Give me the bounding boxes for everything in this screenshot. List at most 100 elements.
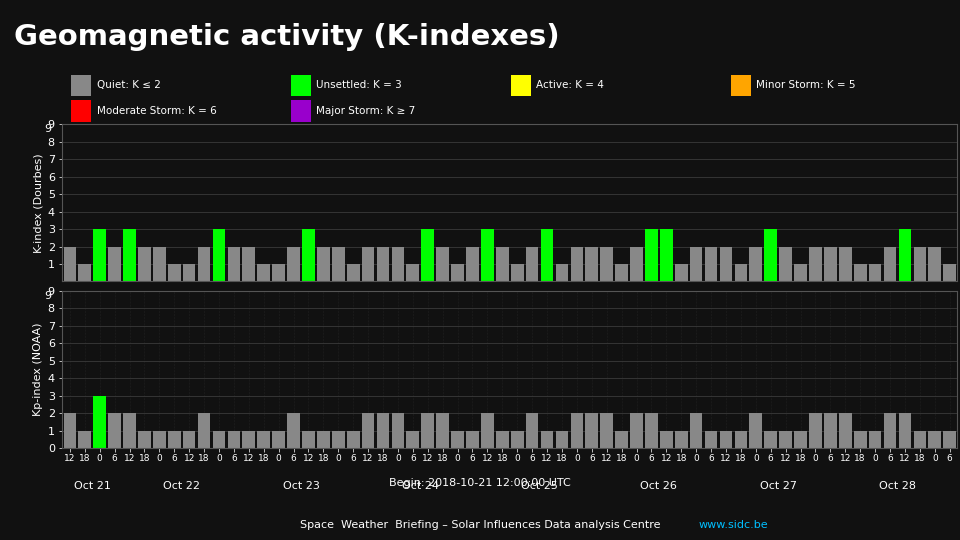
Bar [421, 413, 434, 448]
Bar [928, 247, 941, 281]
Bar [586, 247, 598, 281]
Bar [720, 247, 732, 281]
Bar [615, 264, 628, 281]
Text: Oct 22: Oct 22 [163, 481, 201, 491]
Bar [168, 264, 180, 281]
Bar [317, 431, 329, 448]
Bar [839, 413, 852, 448]
Bar [212, 431, 226, 448]
Bar [182, 264, 196, 281]
Text: www.sidc.be: www.sidc.be [699, 520, 769, 530]
Bar [182, 431, 196, 448]
Bar [780, 247, 792, 281]
Bar [705, 247, 717, 281]
Text: Minor Storm: K = 5: Minor Storm: K = 5 [756, 80, 855, 90]
Bar [71, 100, 91, 122]
Text: Quiet: K ≤ 2: Quiet: K ≤ 2 [97, 80, 160, 90]
Bar [153, 247, 166, 281]
Bar [257, 431, 270, 448]
Bar [496, 431, 509, 448]
Bar [123, 229, 136, 281]
Bar [273, 264, 285, 281]
Bar [332, 431, 345, 448]
Bar [392, 247, 404, 281]
Bar [512, 75, 531, 96]
Bar [615, 431, 628, 448]
Bar [302, 229, 315, 281]
Bar [764, 431, 777, 448]
Bar [690, 413, 703, 448]
Bar [556, 431, 568, 448]
Text: Active: K = 4: Active: K = 4 [537, 80, 604, 90]
Bar [883, 413, 897, 448]
Bar [734, 431, 747, 448]
Bar [526, 413, 539, 448]
Bar [243, 431, 255, 448]
Bar [809, 413, 822, 448]
Bar [291, 100, 311, 122]
Bar [750, 247, 762, 281]
Bar [108, 413, 121, 448]
Bar [690, 247, 703, 281]
Bar [794, 264, 807, 281]
Bar [79, 264, 91, 281]
Text: Unsettled: K = 3: Unsettled: K = 3 [317, 80, 402, 90]
Bar [71, 75, 91, 96]
Bar [869, 264, 881, 281]
Bar [451, 431, 464, 448]
Bar [481, 413, 493, 448]
Bar [467, 247, 479, 281]
Bar [586, 413, 598, 448]
Bar [287, 413, 300, 448]
Text: Oct 24: Oct 24 [402, 481, 439, 491]
Bar [138, 247, 151, 281]
Bar [630, 413, 643, 448]
Bar [869, 431, 881, 448]
Bar [406, 264, 420, 281]
Bar [436, 413, 449, 448]
Text: Oct 25: Oct 25 [521, 481, 558, 491]
Bar [511, 431, 523, 448]
Bar [511, 264, 523, 281]
Y-axis label: Kp-index (NOAA): Kp-index (NOAA) [34, 323, 43, 416]
Text: Oct 21: Oct 21 [74, 481, 110, 491]
Bar [228, 247, 240, 281]
Bar [928, 431, 941, 448]
Bar [705, 431, 717, 448]
Bar [153, 431, 166, 448]
Bar [839, 247, 852, 281]
Bar [93, 396, 106, 448]
Text: Begin: 2018-10-21 12:00:00 UTC: Begin: 2018-10-21 12:00:00 UTC [389, 478, 571, 488]
Bar [853, 264, 867, 281]
Text: Oct 23: Oct 23 [282, 481, 320, 491]
Text: Oct 27: Oct 27 [759, 481, 797, 491]
Bar [645, 413, 658, 448]
Bar [93, 229, 106, 281]
Bar [287, 247, 300, 281]
Bar [570, 413, 584, 448]
Bar [809, 247, 822, 281]
Bar [675, 431, 687, 448]
Bar [540, 431, 553, 448]
Bar [750, 413, 762, 448]
Bar [944, 431, 956, 448]
Bar [302, 431, 315, 448]
Bar [257, 264, 270, 281]
Bar [63, 413, 76, 448]
Text: Major Storm: K ≥ 7: Major Storm: K ≥ 7 [317, 106, 416, 116]
Y-axis label: K-index (Dourbes): K-index (Dourbes) [34, 153, 43, 253]
Bar [824, 413, 837, 448]
Text: 9: 9 [44, 291, 52, 301]
Bar [347, 264, 360, 281]
Bar [540, 229, 553, 281]
Text: Space  Weather  Briefing – Solar Influences Data analysis Centre: Space Weather Briefing – Solar Influence… [300, 520, 660, 530]
Bar [944, 264, 956, 281]
Bar [645, 229, 658, 281]
Bar [883, 247, 897, 281]
Bar [481, 229, 493, 281]
Bar [243, 247, 255, 281]
Bar [362, 247, 374, 281]
Text: 9: 9 [44, 124, 52, 134]
Bar [332, 247, 345, 281]
Bar [675, 264, 687, 281]
